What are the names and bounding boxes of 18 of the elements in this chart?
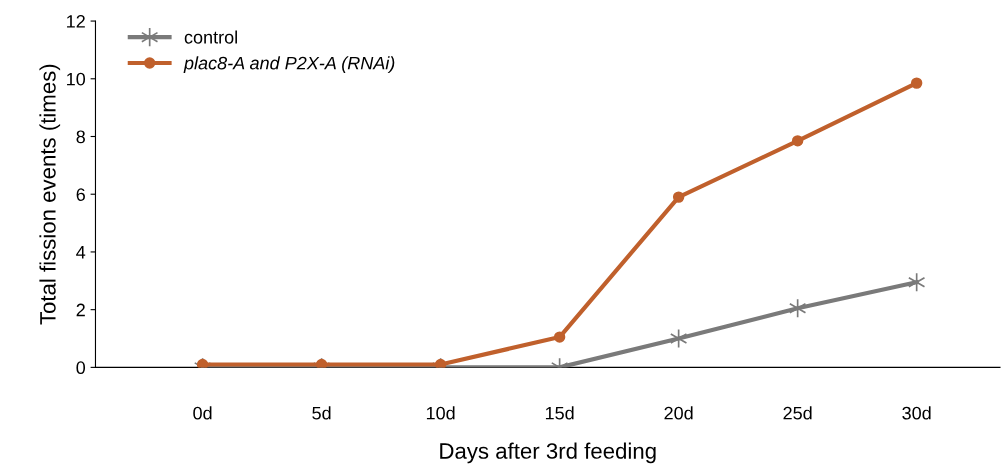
x-tick-label: 30d	[902, 406, 931, 420]
x-tick-label: 10d	[426, 406, 455, 420]
y-axis-title: Total fission events (times)	[39, 64, 61, 325]
x-tick-label: 25d	[783, 406, 812, 420]
y-tick-label: 10	[67, 72, 86, 86]
y-tick-label: 2	[76, 303, 85, 317]
x-tick-label: 20d	[664, 406, 693, 420]
x-tick-label: 0d	[193, 406, 212, 420]
y-tick-label: 12	[67, 14, 85, 28]
y-tick-label: 8	[76, 130, 85, 144]
x-axis-title: Days after 3rd feeding	[440, 442, 656, 464]
y-tick-label: 0	[76, 361, 86, 375]
legend-label: control	[184, 30, 237, 44]
y-tick-label: 6	[76, 188, 85, 201]
x-tick-label: 15d	[545, 406, 574, 420]
x-tick-label: 5d	[312, 406, 331, 420]
y-tick-label: 4	[76, 246, 86, 259]
legend-label: plac8-A and P2X-A (RNAi)	[183, 56, 395, 74]
